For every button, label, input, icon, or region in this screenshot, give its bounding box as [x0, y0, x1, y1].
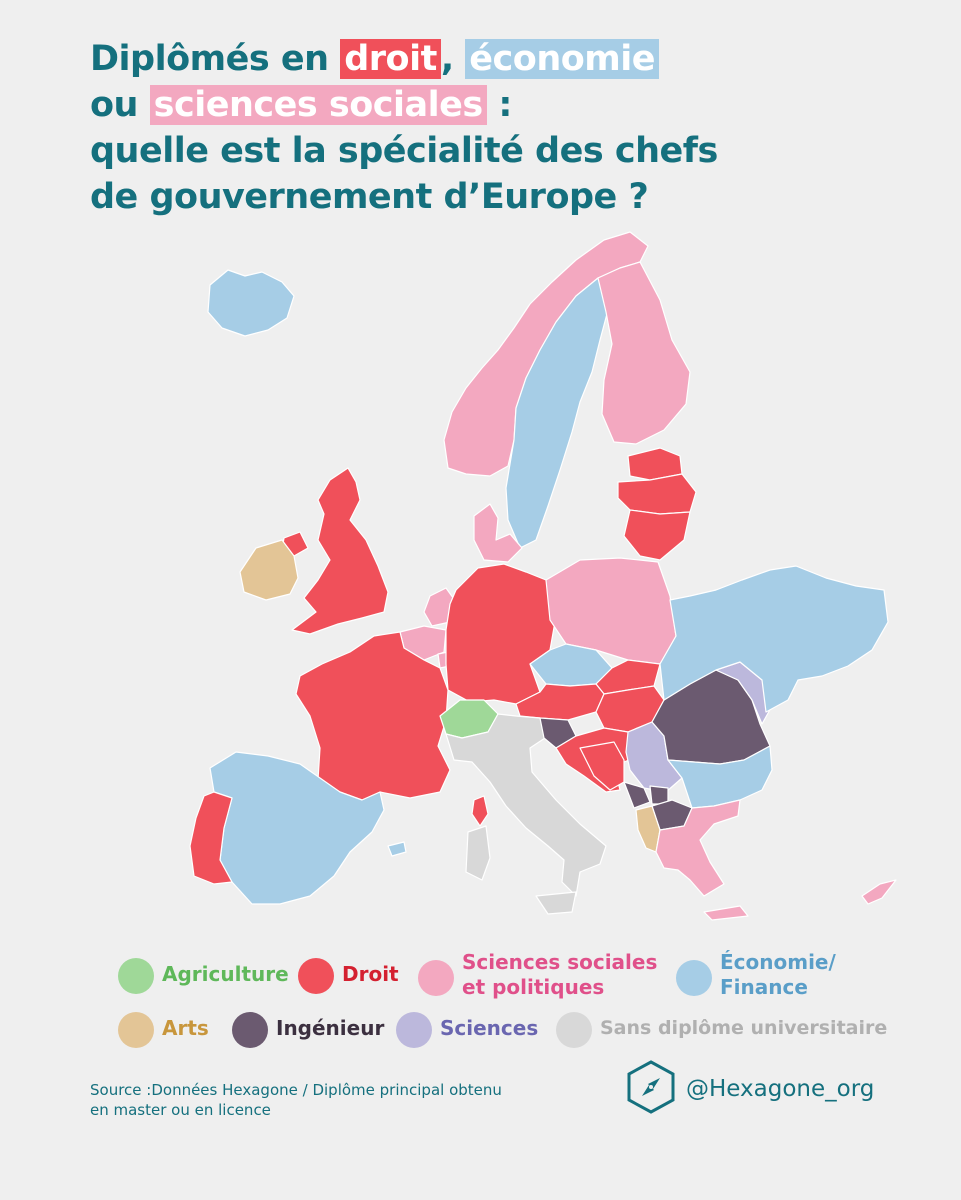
title-line-1: Diplômés en droit, économie	[90, 36, 890, 82]
country-denmark	[473, 503, 523, 563]
country-germany	[445, 563, 557, 705]
country-greece	[655, 799, 741, 897]
country-crete	[703, 905, 749, 921]
legend-economie: Économie/ Finance	[676, 950, 836, 1000]
legend-droit: Droit	[298, 958, 399, 994]
title-line-3: quelle est la spécialité des chefs	[90, 131, 718, 171]
country-cyprus	[861, 879, 897, 905]
title-highlight-economie: économie	[465, 39, 659, 79]
title-highlight-droit: droit	[340, 39, 441, 79]
legend-dot-agriculture	[118, 958, 154, 994]
country-italy	[445, 713, 607, 897]
country-iceland	[207, 269, 295, 337]
country-montenegro	[623, 781, 651, 809]
legend-sciences: Sciences	[396, 1012, 538, 1048]
country-sicily	[535, 891, 577, 915]
legend-dot-ingenieur	[232, 1012, 268, 1048]
country-lithuania	[623, 509, 691, 561]
brand: @Hexagone_org	[626, 1060, 874, 1118]
legend-dot-sciences-sociales	[418, 960, 454, 996]
legend-dot-sciences	[396, 1012, 432, 1048]
title-line-4: de gouvernement d’Europe ?	[90, 177, 649, 217]
country-sardinia	[465, 825, 491, 881]
country-bulgaria	[667, 745, 773, 809]
country-finland	[597, 261, 691, 445]
map-title: Diplômés en droit, économie ou sciences …	[90, 36, 890, 220]
legend-dot-economie	[676, 960, 712, 996]
country-latvia	[617, 473, 697, 515]
country-corsica	[471, 795, 489, 827]
legend-sans-diplome: Sans diplôme universitaire	[556, 1012, 887, 1048]
europe-map	[189, 231, 897, 921]
hexagone-compass-logo-icon	[626, 1060, 676, 1118]
legend-sciences-sociales: Sciences sociales et politiques	[418, 950, 657, 1000]
title-highlight-sciences-sociales: sciences sociales	[149, 85, 487, 125]
country-ukraine	[659, 565, 889, 713]
legend-dot-arts	[118, 1012, 154, 1048]
legend-ingenieur: Ingénieur	[232, 1012, 384, 1048]
country-ireland	[239, 539, 299, 601]
country-france	[295, 631, 451, 801]
source-note: Source :Données Hexagone / Diplôme princ…	[90, 1081, 502, 1119]
legend-arts: Arts	[118, 1012, 209, 1048]
country-balearics	[387, 841, 407, 857]
legend-agriculture: Agriculture	[118, 958, 289, 994]
title-line-2: ou sciences sociales :	[90, 85, 512, 125]
brand-handle[interactable]: @Hexagone_org	[686, 1076, 875, 1102]
country-kosovo	[649, 785, 669, 805]
country-uk	[291, 467, 389, 635]
country-portugal	[189, 791, 233, 885]
legend-dot-sans-diplome	[556, 1012, 592, 1048]
legend-dot-droit	[298, 958, 334, 994]
